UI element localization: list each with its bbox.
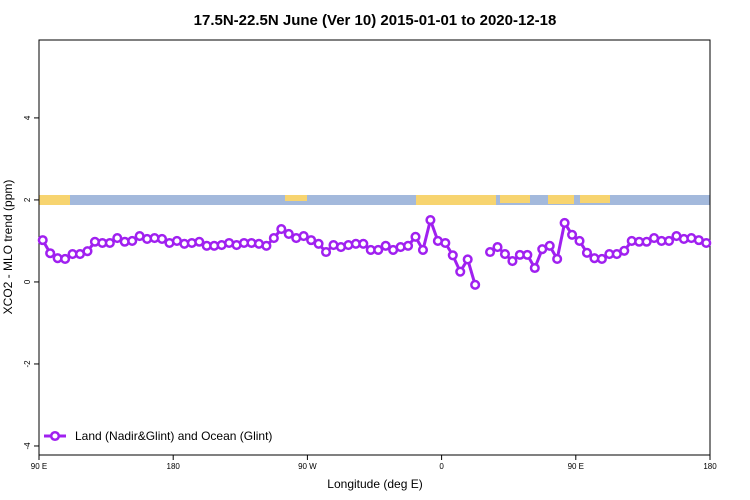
y-tick-label: 4 <box>23 115 32 120</box>
data-point <box>306 235 317 246</box>
legend-label: Land (Nadir&Glint) and Ocean (Glint) <box>75 429 272 443</box>
data-point <box>410 231 421 242</box>
data-point <box>268 233 279 244</box>
data-point <box>641 236 652 247</box>
data-point <box>619 245 630 256</box>
data-point <box>581 247 593 258</box>
y-axis-label: XCO2 - MLO trend (ppm) <box>1 180 15 315</box>
land-patch <box>285 195 307 201</box>
data-point <box>596 253 607 265</box>
legend-marker <box>49 430 61 442</box>
x-tick-label: 90 E <box>568 462 584 471</box>
data-point <box>425 214 436 226</box>
y-tick-label: 0 <box>23 279 32 284</box>
data-point <box>358 238 369 249</box>
x-tick-label: 180 <box>703 462 717 471</box>
ocean-strip <box>39 195 710 205</box>
data-point <box>373 244 384 256</box>
y-tick-label: -2 <box>23 360 32 368</box>
data-point <box>37 235 48 246</box>
land-patch <box>39 195 70 205</box>
data-point <box>529 262 540 274</box>
x-tick-label: 90 W <box>298 462 317 471</box>
data-point <box>507 255 518 267</box>
data-point <box>298 230 309 242</box>
data-point <box>455 266 466 277</box>
data-point <box>447 250 458 261</box>
data-point <box>559 217 570 228</box>
data-point <box>283 228 294 240</box>
data-point <box>492 242 503 253</box>
x-tick-label: 0 <box>439 462 444 471</box>
data-point <box>127 235 138 246</box>
land-patch <box>580 195 610 203</box>
data-point <box>261 240 272 251</box>
land-patch <box>548 195 574 204</box>
data-point <box>470 279 481 290</box>
data-point <box>462 254 473 265</box>
y-tick-label: 2 <box>23 197 32 202</box>
data-point <box>485 246 496 258</box>
data-point <box>156 233 168 244</box>
data-point <box>380 240 391 251</box>
data-point <box>701 237 712 249</box>
data-point <box>82 246 93 257</box>
data-point <box>45 248 56 259</box>
data-point <box>663 235 675 246</box>
map-strip <box>39 195 710 205</box>
data-point <box>552 253 563 265</box>
x-tick-label: 90 E <box>31 462 47 471</box>
data-point <box>276 223 287 235</box>
data-point <box>320 246 332 258</box>
data-point <box>574 235 585 246</box>
data-point <box>112 233 123 244</box>
y-tick-label: -4 <box>23 442 32 450</box>
data-point <box>544 240 555 251</box>
land-patch <box>500 195 530 203</box>
data-point <box>194 236 205 247</box>
data-point <box>522 249 533 260</box>
data-point <box>417 244 429 256</box>
data-point <box>440 237 451 249</box>
data-point <box>403 240 414 251</box>
data-point <box>104 237 115 249</box>
data-point <box>567 229 578 240</box>
data-point <box>313 238 324 249</box>
data-point <box>60 253 71 265</box>
x-tick-label: 180 <box>167 462 181 471</box>
x-axis-label: Longitude (deg E) <box>327 477 422 491</box>
chart-title: 17.5N-22.5N June (Ver 10) 2015-01-01 to … <box>194 12 557 29</box>
data-point <box>499 249 511 260</box>
plot-frame <box>38 39 711 456</box>
land-patch <box>416 195 496 205</box>
